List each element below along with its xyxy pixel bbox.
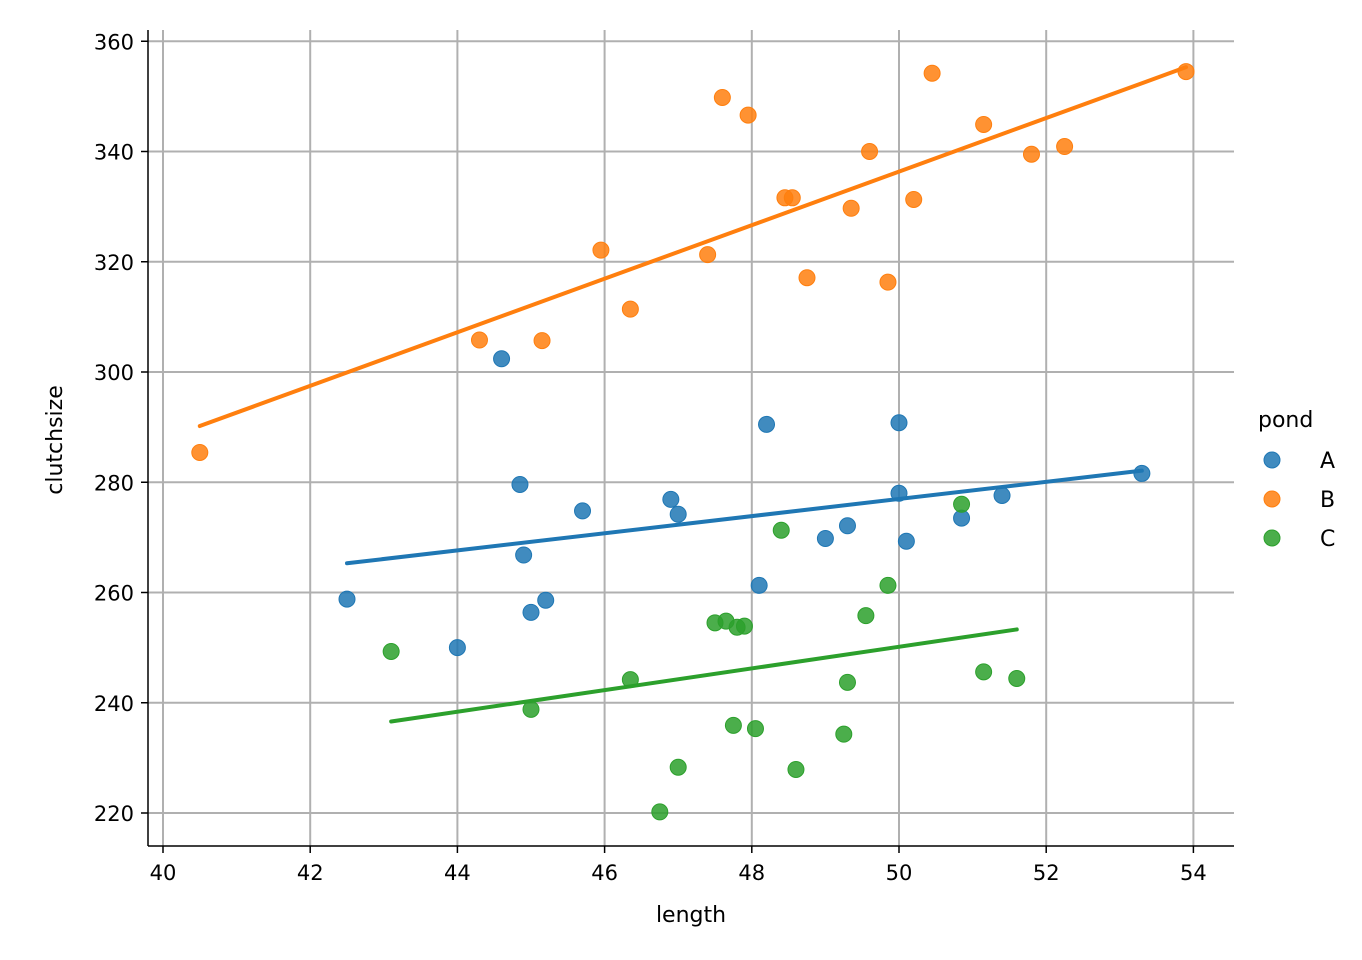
- y-tick-label: 360: [94, 30, 134, 54]
- data-point-c: [621, 671, 639, 689]
- data-point-b: [592, 241, 610, 259]
- data-point-c: [772, 521, 790, 539]
- data-point-a: [511, 475, 529, 493]
- data-point-a: [669, 505, 687, 523]
- tick-labels: 40 42 44 46 48 50 52 54 220 240 260 280 300 320 340 360: [94, 30, 1207, 885]
- data-point-c: [835, 725, 853, 743]
- y-axis-label: clutchsize: [43, 385, 68, 494]
- data-point-a: [522, 603, 540, 621]
- legend-marker-a: [1263, 451, 1281, 469]
- data-point-c: [522, 700, 540, 718]
- data-point-b: [798, 269, 816, 287]
- data-point-b: [905, 190, 923, 208]
- data-point-c: [382, 642, 400, 660]
- data-point-a: [515, 546, 533, 564]
- data-point-a: [758, 415, 776, 433]
- fit-line-c: [389, 627, 1019, 724]
- y-tick-label: 240: [94, 692, 134, 716]
- data-point-c: [1008, 669, 1026, 687]
- y-tick-label: 340: [94, 141, 134, 165]
- data-point-b: [842, 199, 860, 217]
- data-point-c: [879, 576, 897, 594]
- data-point-c: [651, 803, 669, 821]
- data-point-b: [699, 246, 717, 264]
- x-tick-label: 46: [591, 861, 618, 885]
- x-tick-label: 44: [444, 861, 471, 885]
- y-tick-label: 260: [94, 582, 134, 606]
- data-point-a: [1133, 464, 1151, 482]
- x-tick-label: 42: [297, 861, 324, 885]
- data-point-b: [975, 115, 993, 133]
- data-point-a: [662, 490, 680, 508]
- data-point-c: [975, 663, 993, 681]
- data-point-a: [537, 591, 555, 609]
- data-point-c: [746, 720, 764, 738]
- x-tick-label: 48: [738, 861, 765, 885]
- data-point-c: [669, 758, 687, 776]
- data-point-c: [735, 617, 753, 635]
- data-points: [191, 63, 1195, 821]
- data-point-a: [338, 590, 356, 608]
- data-point-b: [533, 332, 551, 350]
- data-point-b: [739, 106, 757, 124]
- legend: pond ABC: [1258, 408, 1335, 552]
- data-point-a: [890, 414, 908, 432]
- legend-marker-c: [1263, 529, 1281, 547]
- data-point-b: [861, 143, 879, 160]
- y-tick-label: 320: [94, 251, 134, 275]
- x-tick-label: 54: [1180, 861, 1207, 885]
- data-point-a: [493, 350, 511, 368]
- axes: [141, 30, 1234, 853]
- data-point-c: [838, 673, 856, 691]
- data-point-c: [857, 607, 875, 625]
- y-tick-label: 300: [94, 361, 134, 385]
- legend-label-a: A: [1320, 449, 1335, 474]
- data-point-a: [838, 517, 856, 535]
- y-tick-label: 280: [94, 471, 134, 495]
- fit-line-a: [345, 468, 1144, 566]
- data-point-b: [713, 88, 731, 106]
- data-point-b: [1022, 145, 1040, 163]
- legend-label-b: B: [1320, 488, 1335, 513]
- grid-lines: [148, 30, 1234, 846]
- data-point-b: [1177, 63, 1195, 81]
- x-tick-label: 40: [150, 861, 177, 885]
- x-tick-label: 52: [1033, 861, 1060, 885]
- data-point-b: [470, 331, 488, 349]
- data-point-b: [191, 443, 209, 461]
- data-point-a: [890, 484, 908, 502]
- legend-marker-b: [1263, 490, 1281, 508]
- regression-lines: [197, 65, 1189, 724]
- data-point-b: [621, 300, 639, 318]
- data-point-b: [923, 64, 941, 82]
- fit-line-b: [197, 65, 1189, 429]
- data-point-a: [750, 576, 768, 594]
- data-point-a: [816, 529, 834, 547]
- data-point-a: [897, 532, 915, 550]
- data-point-b: [1056, 138, 1074, 156]
- data-point-b: [783, 189, 801, 207]
- data-point-a: [993, 486, 1011, 504]
- x-tick-label: 50: [886, 861, 913, 885]
- legend-title: pond: [1258, 408, 1313, 433]
- legend-label-c: C: [1320, 527, 1335, 552]
- y-tick-label: 220: [94, 802, 134, 826]
- data-point-c: [953, 495, 971, 513]
- data-point-c: [724, 716, 742, 734]
- x-axis-label: length: [656, 903, 726, 928]
- data-point-a: [574, 502, 592, 520]
- data-point-c: [787, 760, 805, 778]
- data-point-a: [448, 639, 466, 657]
- data-point-b: [879, 273, 897, 291]
